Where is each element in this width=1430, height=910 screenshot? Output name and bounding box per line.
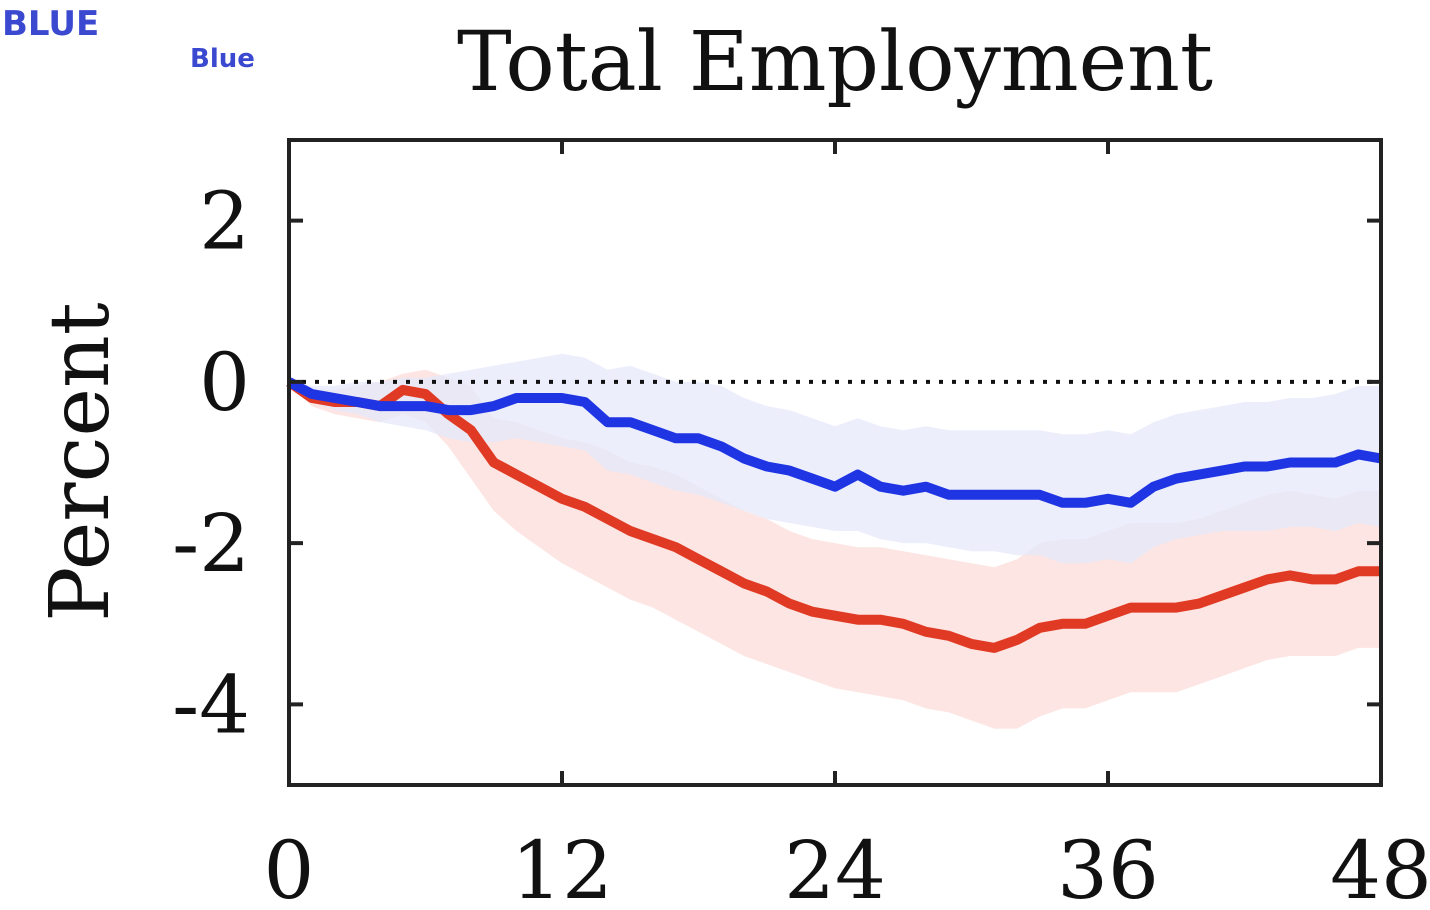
y-tick-label: -4 <box>172 658 250 751</box>
x-tick-label: 24 <box>784 824 886 910</box>
top-left-label: BLUE <box>2 4 100 44</box>
chart-title: Total Employment <box>457 15 1213 110</box>
series-line-2 <box>286 377 1382 508</box>
x-tick-label: 36 <box>1057 824 1159 910</box>
plot-frame <box>287 138 1383 787</box>
confidence-band-1 <box>289 369 1381 729</box>
x-tick-label: 0 <box>264 824 315 910</box>
second-label: Blue <box>190 44 255 74</box>
y-tick-label: -2 <box>172 497 250 590</box>
series-line-1 <box>286 377 1381 653</box>
x-tick-label: 48 <box>1330 824 1430 910</box>
confidence-band-2 <box>289 353 1381 564</box>
y-tick-label: 2 <box>199 175 250 268</box>
y-tick-label: 0 <box>199 336 250 429</box>
x-tick-label: 12 <box>511 824 613 910</box>
y-axis-label: Percent <box>33 302 128 621</box>
